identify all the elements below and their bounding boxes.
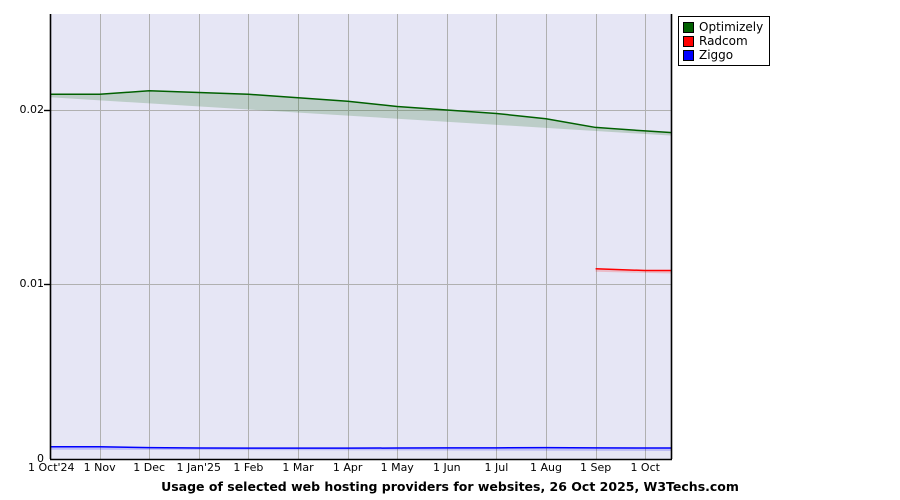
x-tick-label: 1 Jul [484,461,509,474]
x-gridlines [100,14,646,459]
legend-item-ziggo: Ziggo [683,48,763,62]
y-tick-label: 0 [37,452,44,465]
legend-item-radcom: Radcom [683,34,763,48]
legend-label-optimizely: Optimizely [699,20,764,34]
legend-swatch-optimizely [683,21,694,33]
x-tick-label: 1 Oct [630,461,660,474]
legend-label-radcom: Radcom [699,34,748,48]
x-tick-label: 1 Feb [233,461,264,474]
series-line-ziggo [50,446,672,449]
y-tick-label: 0.01 [19,277,45,291]
legend-swatch-ziggo [683,49,694,61]
series-layer [50,90,673,452]
legend-label-ziggo: Ziggo [699,48,734,62]
x-tick-label: 1 Aug [530,461,562,474]
x-tick-label: 1 Mar [282,461,314,474]
x-tick-label: 1 Dec [133,461,166,474]
plot-background [50,14,672,459]
x-tick-label: 1 Nov [83,461,116,474]
chart-caption: Usage of selected web hosting providers … [161,479,739,494]
series-line-radcom [595,268,672,272]
y-gridlines [50,110,672,285]
series-line-optimizely [50,90,673,134]
x-tick-label: 1 Jan'25 [176,461,222,474]
legend-item-optimizely: Optimizely [683,20,763,34]
chart-legend: Optimizely Radcom Ziggo [678,16,771,66]
x-tick-label: 1 Oct'24 [28,461,75,474]
x-tick-label: 1 Apr [332,461,363,474]
x-tick-label: 1 Sep [579,461,612,474]
series-band-optimizely [50,90,672,136]
y-tick-label: 0.02 [19,102,45,116]
y-tick-marks [44,109,50,286]
x-tick-label: 1 Jun [432,461,461,474]
x-tick-label: 1 May [380,461,414,474]
legend-swatch-radcom [683,35,694,47]
